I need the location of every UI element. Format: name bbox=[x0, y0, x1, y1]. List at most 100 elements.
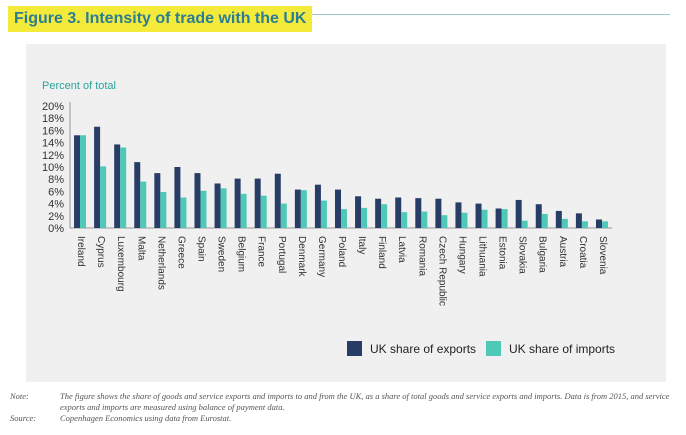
bar-exports bbox=[415, 198, 422, 228]
bar-exports bbox=[515, 199, 522, 228]
source-text: Copenhagen Economics using data from Eur… bbox=[60, 413, 232, 423]
bar-imports bbox=[180, 197, 187, 228]
figure-title: Figure 3. Intensity of trade with the UK bbox=[8, 6, 313, 32]
bar-imports bbox=[401, 212, 408, 228]
y-tick-label: 2% bbox=[48, 211, 64, 223]
y-axis-label: Percent of total bbox=[42, 80, 116, 92]
x-tick-label: Romania bbox=[416, 236, 427, 276]
y-tick-label: 12% bbox=[42, 150, 64, 162]
bar-imports bbox=[280, 203, 287, 228]
x-tick-label: Finland bbox=[376, 236, 387, 269]
x-tick-label: Malta bbox=[135, 236, 146, 261]
bar-exports bbox=[174, 167, 181, 228]
notes-block: Note: The figure shows the share of good… bbox=[10, 391, 670, 424]
y-tick-label: 6% bbox=[48, 186, 64, 198]
bar-exports bbox=[495, 208, 502, 228]
bar-exports bbox=[395, 197, 402, 228]
bar-imports bbox=[300, 190, 307, 228]
bar-imports bbox=[320, 200, 327, 228]
bar-imports bbox=[381, 204, 388, 228]
x-tick-label: Lithuania bbox=[477, 236, 488, 277]
bar-exports bbox=[294, 189, 301, 228]
bar-exports bbox=[154, 173, 161, 228]
x-tick-label: Belgium bbox=[236, 236, 247, 272]
x-tick-label: Italy bbox=[356, 236, 367, 254]
bar-exports bbox=[274, 173, 281, 228]
bar-exports bbox=[254, 178, 261, 228]
bar-exports bbox=[194, 173, 201, 228]
legend-exports: UK share of exports bbox=[347, 341, 476, 356]
x-tick-label: Germany bbox=[316, 236, 327, 277]
x-tick-label: Denmark bbox=[296, 236, 307, 278]
x-tick-label: Bulgaria bbox=[537, 236, 548, 273]
note-text: The figure shows the share of goods and … bbox=[60, 391, 670, 412]
bar-exports bbox=[535, 204, 542, 228]
x-tick-label: Cyprus bbox=[95, 236, 106, 268]
x-tick-label: Latvia bbox=[396, 236, 407, 263]
bar-imports bbox=[341, 209, 347, 228]
x-tick-label: Croatia bbox=[577, 236, 588, 269]
bar-exports bbox=[134, 162, 141, 228]
legend-exports-swatch bbox=[347, 341, 362, 356]
x-tick-label: Netherlands bbox=[155, 236, 166, 290]
y-tick-label: 0% bbox=[48, 223, 64, 235]
bar-imports bbox=[260, 195, 267, 228]
bar-exports bbox=[455, 202, 462, 228]
legend-imports: UK share of imports bbox=[486, 341, 615, 356]
bar-exports bbox=[475, 203, 482, 228]
y-tick-label: 14% bbox=[42, 138, 64, 150]
x-tick-label: France bbox=[256, 236, 267, 268]
bar-exports bbox=[114, 144, 121, 228]
y-tick-label: 20% bbox=[42, 101, 64, 113]
bar-exports bbox=[435, 198, 442, 228]
y-tick-label: 16% bbox=[42, 125, 64, 137]
legend-imports-label: UK share of imports bbox=[509, 341, 616, 356]
bar-imports bbox=[120, 147, 127, 228]
bar-exports bbox=[74, 135, 81, 228]
bar-imports bbox=[220, 188, 227, 228]
bar-imports bbox=[561, 218, 568, 228]
legend-imports-swatch bbox=[486, 341, 501, 356]
bar-exports bbox=[555, 210, 562, 228]
bar-imports bbox=[461, 212, 468, 228]
source-label: Source: bbox=[10, 413, 37, 423]
x-tick-label: Czech Republic bbox=[436, 236, 447, 306]
note-label: Note: bbox=[10, 391, 29, 401]
bar-exports bbox=[375, 198, 382, 228]
x-tick-label: Portugal bbox=[276, 236, 287, 273]
bar-imports bbox=[140, 181, 147, 228]
y-tick-label: 8% bbox=[48, 174, 64, 186]
bar-exports bbox=[214, 183, 221, 228]
x-tick-label: Slovakia bbox=[517, 236, 528, 274]
x-tick-label: Luxembourg bbox=[115, 236, 126, 292]
bar-imports bbox=[240, 193, 247, 228]
bar-imports bbox=[361, 207, 368, 228]
bar-exports bbox=[335, 189, 341, 228]
bar-imports bbox=[521, 220, 528, 228]
bar-chart: 0%2%4%6%8%10%12%14%16%18%20% Ireland Cypru… bbox=[42, 101, 612, 306]
x-tick-label: Greece bbox=[175, 236, 186, 269]
x-tick-label: Poland bbox=[336, 236, 347, 267]
y-tick-label: 10% bbox=[42, 162, 64, 174]
bar-imports bbox=[100, 166, 107, 228]
bar-imports bbox=[501, 209, 508, 228]
bar-imports bbox=[601, 221, 608, 228]
x-tick-label: Hungary bbox=[456, 236, 467, 274]
x-tick-label: Sweden bbox=[216, 236, 227, 272]
bar-exports bbox=[314, 184, 321, 228]
chart-panel: 0% 2% 4% 6% 8% 10% 12% 14% 16% 18% 20% Ireland Cypru… bbox=[26, 44, 666, 382]
bar-exports bbox=[94, 126, 101, 228]
bar-imports bbox=[80, 135, 87, 228]
legend-exports-label: UK share of exports bbox=[370, 341, 477, 356]
bar-exports bbox=[575, 213, 582, 228]
bar-exports bbox=[355, 196, 362, 228]
bar-imports bbox=[441, 215, 448, 228]
bar-imports bbox=[160, 192, 167, 228]
x-tick-label: Ireland bbox=[75, 236, 86, 267]
bar-imports bbox=[541, 213, 548, 228]
bar-imports bbox=[481, 209, 488, 228]
bar-imports bbox=[581, 221, 588, 228]
y-tick-label: 18% bbox=[42, 113, 64, 125]
x-tick-label: Austria bbox=[557, 236, 568, 268]
y-tick-label: 4% bbox=[48, 199, 64, 211]
